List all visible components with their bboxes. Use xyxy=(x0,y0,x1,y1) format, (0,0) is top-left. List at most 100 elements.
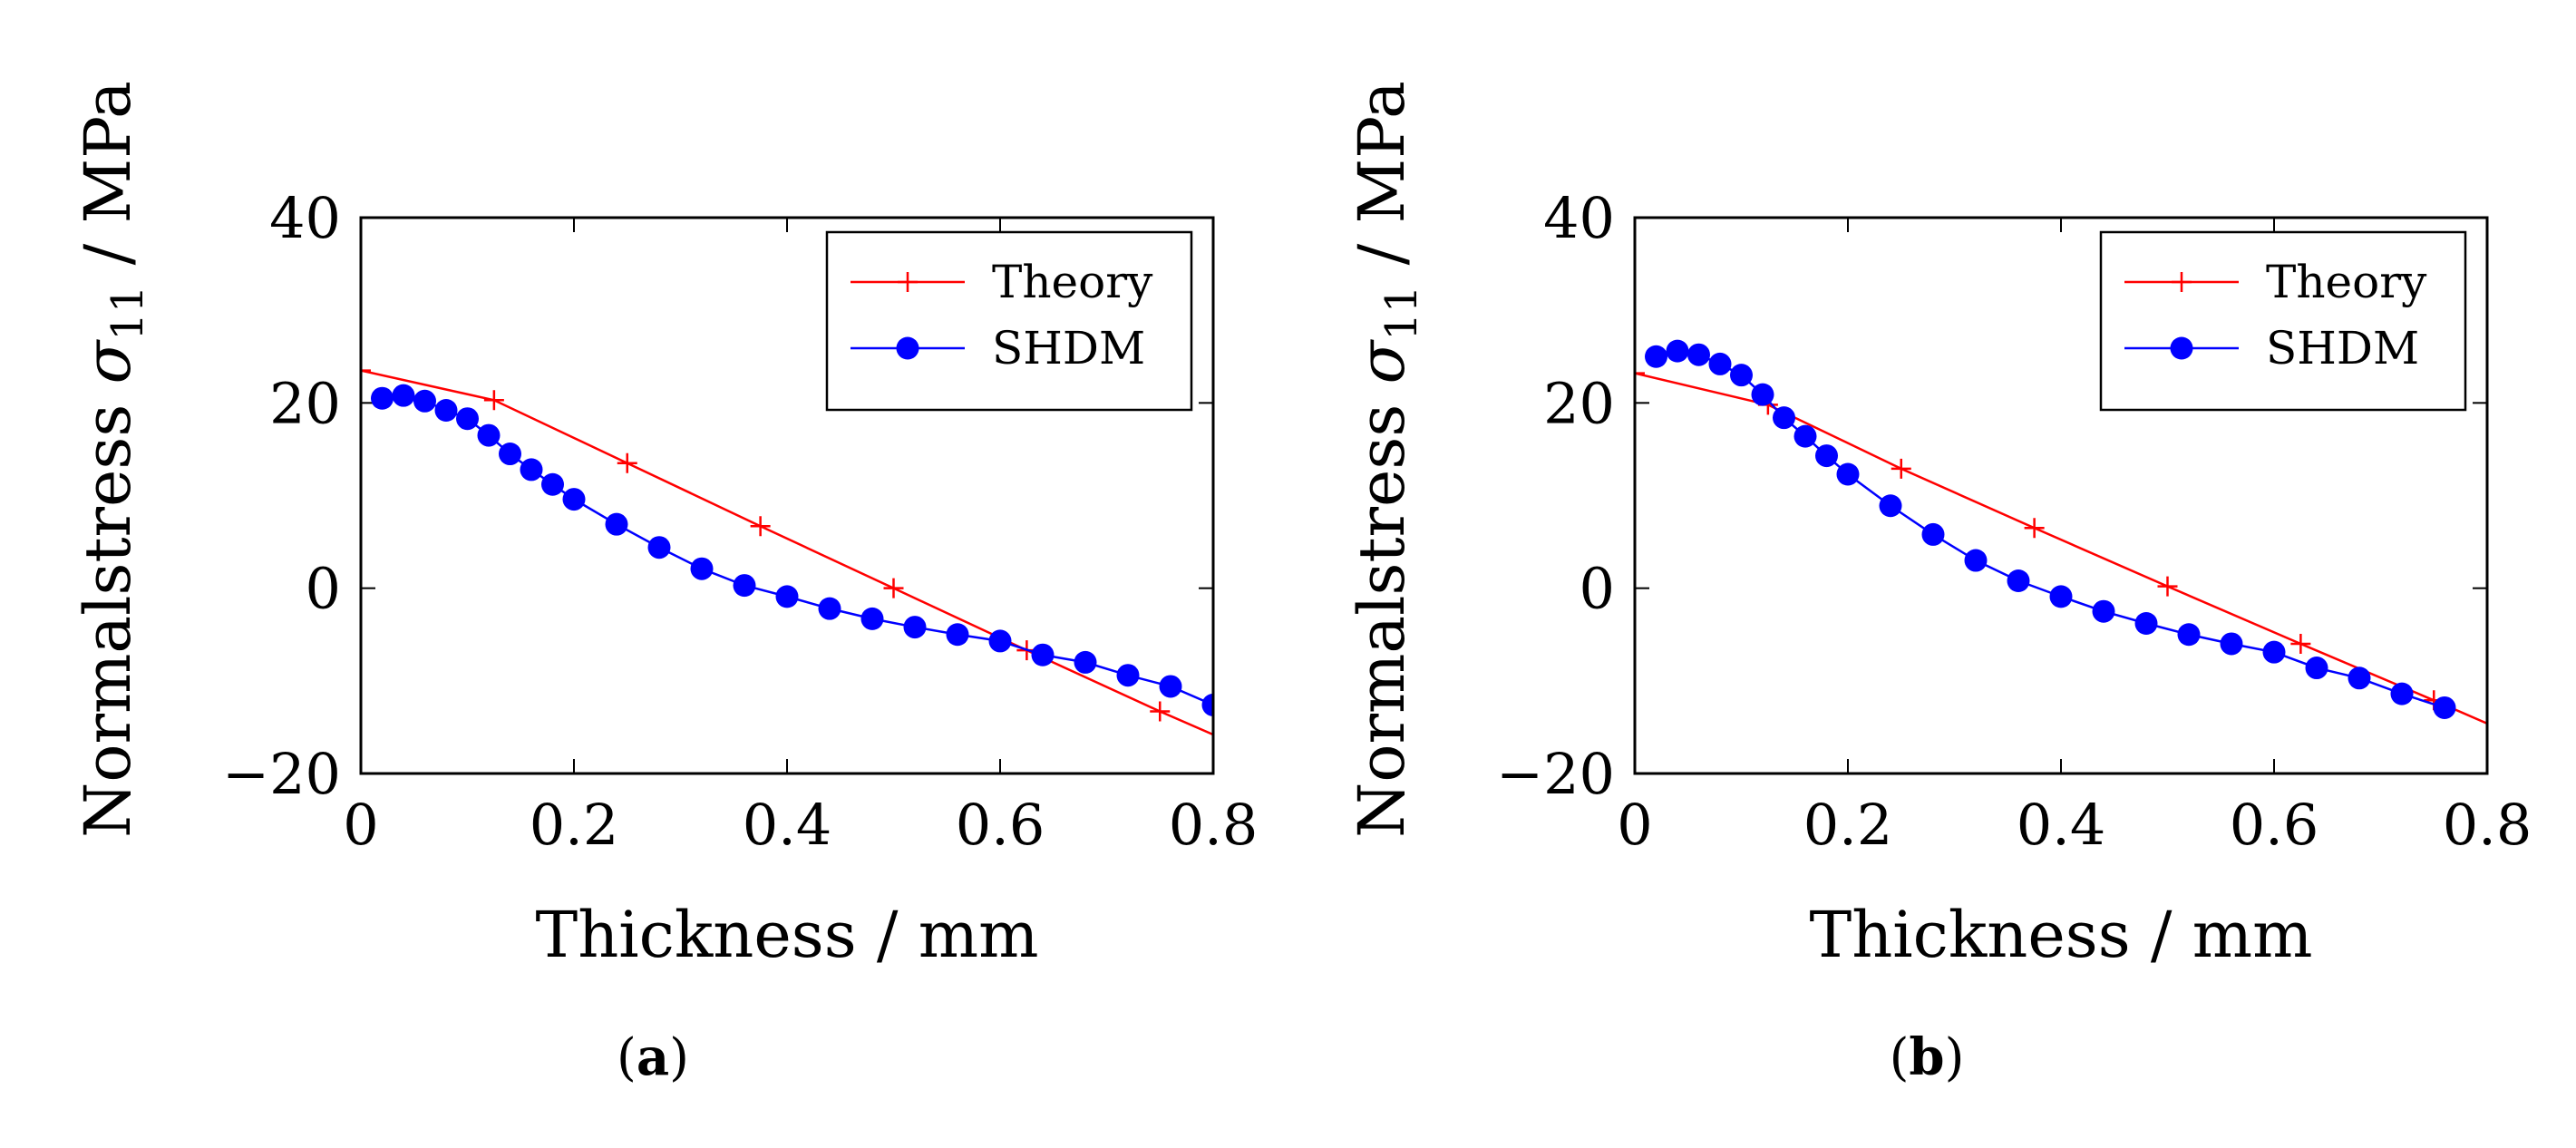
data-point-shdm xyxy=(818,597,841,620)
data-point-shdm xyxy=(2305,657,2328,680)
legend-label-shdm: SHDM xyxy=(992,322,1145,375)
y-axis-label-unit: / MPa xyxy=(71,81,145,285)
caption-paren-open: ( xyxy=(617,1028,637,1087)
legend-label-shdm: SHDM xyxy=(2266,322,2419,375)
x-tick-label: 0 xyxy=(343,792,378,858)
panel-caption: (a) xyxy=(617,1027,689,1087)
legend-marker-shdm xyxy=(2170,336,2193,360)
data-point-shdm xyxy=(647,536,671,559)
data-point-theory xyxy=(2024,518,2045,539)
x-tick-label: 0.2 xyxy=(530,792,619,858)
data-point-shdm xyxy=(903,616,927,639)
x-tick-label: 0.6 xyxy=(956,792,1045,858)
y-tick-label: −20 xyxy=(1496,741,1615,807)
y-axis-label-symbol: σ xyxy=(71,338,145,384)
x-tick-label: 0.4 xyxy=(2017,792,2106,858)
data-point-shdm xyxy=(2262,640,2286,664)
y-axis-label-prefix: Normalstress xyxy=(1345,384,1419,837)
x-tick-label: 0.2 xyxy=(1803,792,1893,858)
legend-marker-shdm xyxy=(896,336,919,360)
data-point-shdm xyxy=(562,488,586,511)
y-tick-label: 20 xyxy=(269,370,341,436)
data-point-shdm xyxy=(1964,549,1988,572)
legend-label-theory: Theory xyxy=(992,256,1153,308)
data-point-theory xyxy=(483,390,504,411)
data-point-shdm xyxy=(413,389,436,413)
data-point-shdm xyxy=(1074,650,1097,674)
y-tick-label: 0 xyxy=(1580,556,1615,622)
x-axis-label: Thickness / mm xyxy=(1810,898,2313,972)
data-point-shdm xyxy=(1730,364,1753,387)
legend: Theory SHDM xyxy=(825,230,1193,412)
data-point-shdm xyxy=(2049,585,2073,608)
legend-label-theory: Theory xyxy=(2266,256,2427,308)
legend-box xyxy=(825,230,1193,412)
data-point-shdm xyxy=(541,472,564,496)
data-point-shdm xyxy=(1645,345,1667,368)
x-axis-label: Thickness / mm xyxy=(536,898,1039,972)
data-point-shdm xyxy=(1815,444,1838,468)
caption-letter: b xyxy=(1909,1027,1944,1087)
chart-a: 0 0.2 0.4 0.6 0.8−2002040TheorySHDMThickness… xyxy=(71,81,1258,1087)
data-point-shdm xyxy=(1031,643,1055,666)
data-point-theory xyxy=(1891,458,1911,479)
data-point-shdm xyxy=(1836,462,1860,486)
x-tick-label: 0.8 xyxy=(2443,792,2532,858)
x-tick-label: 0.4 xyxy=(743,792,832,858)
data-point-shdm xyxy=(733,574,756,598)
legend-box xyxy=(2099,230,2467,412)
data-point-shdm xyxy=(1159,675,1182,698)
data-point-theory xyxy=(1635,363,1645,384)
data-point-shdm xyxy=(775,585,799,608)
data-point-shdm xyxy=(1708,352,1732,375)
y-tick-label: 40 xyxy=(269,185,341,251)
caption-paren-close: ) xyxy=(1945,1028,1965,1087)
data-point-shdm xyxy=(477,423,501,447)
y-tick-label: 40 xyxy=(1543,185,1615,251)
panel-caption: (b) xyxy=(1890,1027,1965,1087)
data-point-shdm xyxy=(605,512,628,536)
data-point-shdm xyxy=(946,623,969,647)
data-point-shdm xyxy=(1773,406,1795,430)
data-point-shdm xyxy=(860,607,884,630)
data-point-shdm xyxy=(2007,569,2030,592)
series-line-theory xyxy=(361,369,1213,736)
chart-b: 0 0.2 0.4 0.6 0.8−2002040TheorySHDMThickness… xyxy=(1345,81,2532,1087)
plot-frame xyxy=(359,216,1215,775)
data-point-shdm xyxy=(1751,383,1774,406)
data-point-shdm xyxy=(2433,696,2456,719)
x-tick-label: 0.6 xyxy=(2230,792,2319,858)
data-point-theory xyxy=(750,516,771,537)
y-axis-label-subscript: 11 xyxy=(1376,286,1427,341)
y-tick-label: 20 xyxy=(1543,370,1615,436)
data-point-shdm xyxy=(1879,494,1902,518)
data-point-shdm xyxy=(499,443,521,466)
data-point-theory xyxy=(617,452,637,473)
plot-frame xyxy=(1633,216,2489,775)
data-point-shdm xyxy=(1921,522,1945,546)
data-point-theory xyxy=(883,578,904,598)
data-point-shdm xyxy=(434,399,458,423)
data-point-shdm xyxy=(2177,623,2201,647)
data-point-theory xyxy=(361,360,371,381)
data-point-shdm xyxy=(2092,599,2115,623)
data-point-shdm xyxy=(1793,424,1817,448)
data-point-shdm xyxy=(1116,664,1140,687)
data-point-shdm xyxy=(2348,666,2371,690)
plot-area xyxy=(361,360,1213,736)
caption-paren-open: ( xyxy=(1890,1028,1910,1087)
legend-marker-theory xyxy=(2172,272,2192,292)
data-point-shdm xyxy=(988,629,1012,653)
y-axis-label-unit: / MPa xyxy=(1345,81,1419,285)
x-tick-label: 0 xyxy=(1617,792,1652,858)
caption-letter: a xyxy=(637,1027,669,1087)
data-point-shdm xyxy=(392,384,415,407)
x-tick-label: 0.8 xyxy=(1169,792,1259,858)
data-point-theory xyxy=(2290,633,2311,654)
data-point-shdm xyxy=(2134,611,2158,635)
data-point-shdm xyxy=(690,557,714,580)
data-point-shdm xyxy=(2220,632,2243,656)
data-point-shdm xyxy=(1201,693,1213,716)
data-point-shdm xyxy=(1666,339,1689,363)
